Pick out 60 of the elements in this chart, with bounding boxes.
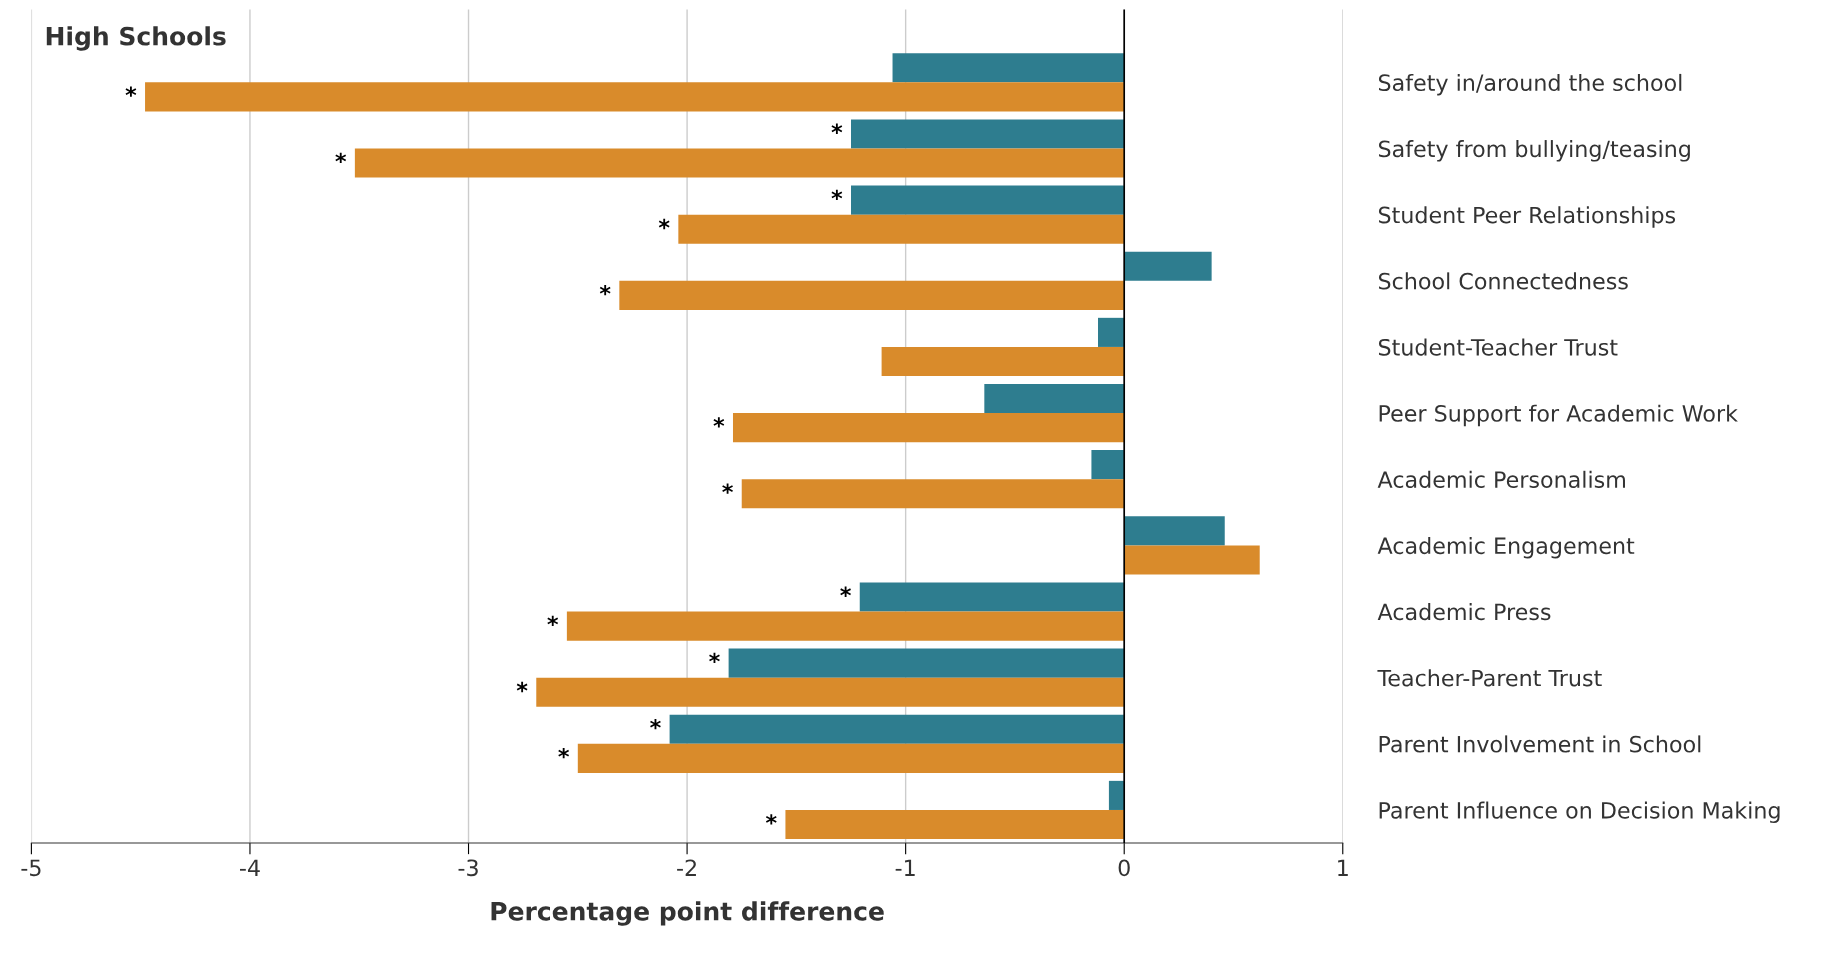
data-label: * — [709, 652, 720, 664]
y-tick-label: School Connectedness — [1378, 272, 1628, 290]
data-label: * — [547, 615, 559, 627]
x-tick-label: -5 — [21, 859, 41, 877]
x-tick-label: -2 — [677, 859, 696, 876]
bar — [619, 280, 1125, 310]
data-label: * — [713, 417, 725, 428]
bar — [1124, 251, 1212, 281]
data-label: * — [658, 218, 670, 230]
text: High Schools — [46, 26, 226, 51]
data-label: * — [831, 123, 843, 134]
bar — [1124, 545, 1260, 575]
bar — [354, 148, 1125, 178]
data-label: * — [840, 586, 851, 597]
x-tick-label: -1 — [895, 859, 915, 876]
bar — [566, 611, 1125, 641]
y-tick-label: Academic Press — [1377, 603, 1551, 621]
x-tick-label: 1 — [1338, 859, 1348, 876]
bar — [851, 119, 1125, 149]
bar — [859, 582, 1125, 612]
y-tick-label: Peer Support for Academic Work — [1379, 404, 1738, 427]
y-tick-label: Parent Involvement in School — [1379, 735, 1701, 753]
bar — [741, 479, 1125, 509]
bar — [892, 53, 1125, 83]
data-label: * — [650, 718, 661, 730]
bar — [785, 809, 1125, 840]
bar — [536, 677, 1125, 707]
y-tick-label: Student-Teacher Trust — [1378, 338, 1618, 356]
y-tick-label: Teacher-Parent Trust — [1377, 669, 1602, 687]
y-tick-label: Student Peer Relationships — [1378, 206, 1676, 228]
data-label: * — [599, 284, 611, 296]
bar — [577, 743, 1125, 773]
bar — [984, 383, 1125, 414]
bar — [1124, 516, 1225, 546]
y-tick-label: Parent Influence on Decision Making — [1379, 801, 1780, 824]
data-label: * — [516, 681, 528, 693]
data-label: * — [765, 814, 777, 825]
x-tick-label: -4 — [239, 859, 260, 876]
x-tick-label: -3 — [458, 859, 478, 877]
data-label: * — [558, 748, 570, 759]
x-axis-title: Percentage point difference — [491, 901, 884, 926]
x-tick-label: 0 — [1118, 859, 1130, 877]
bar — [881, 346, 1125, 377]
y-tick-label: Safety in/around the school — [1378, 73, 1682, 96]
bar — [1097, 317, 1125, 347]
bar — [851, 185, 1125, 215]
bar — [732, 413, 1125, 443]
data-label: * — [125, 86, 137, 97]
bar — [669, 714, 1125, 744]
data-label: * — [831, 189, 843, 201]
bar — [678, 214, 1125, 244]
y-tick-label: Academic Engagement — [1377, 536, 1635, 559]
data-label: * — [335, 152, 347, 163]
bar — [1091, 450, 1125, 480]
bar — [1108, 780, 1125, 810]
y-tick-label: Academic Personalism — [1377, 470, 1625, 488]
y-tick-label: Safety from bullying/teasing — [1378, 140, 1690, 162]
bar — [728, 648, 1125, 678]
bar — [145, 82, 1125, 112]
data-label: * — [722, 483, 733, 494]
